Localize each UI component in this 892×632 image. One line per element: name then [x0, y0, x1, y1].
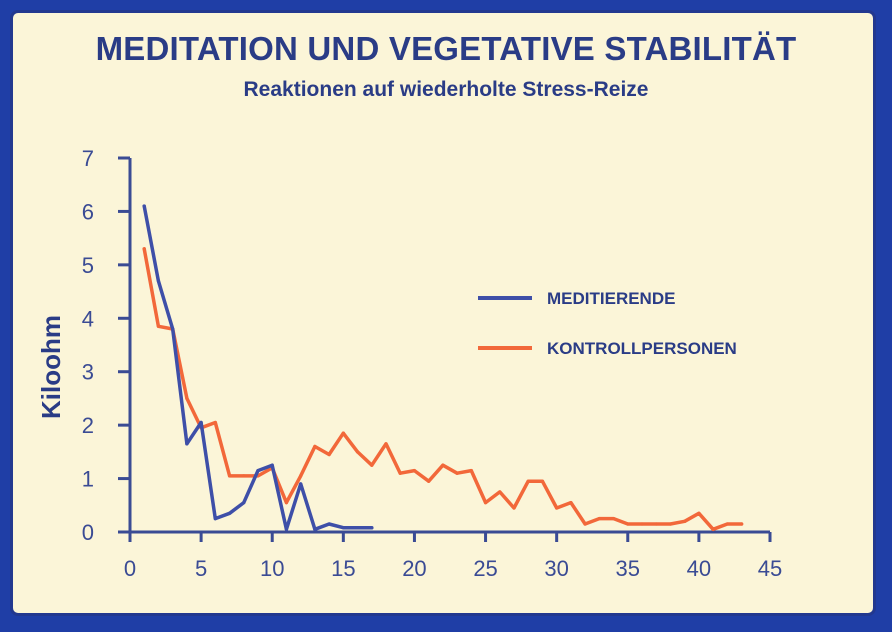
series-group — [142, 204, 744, 532]
data-point-kontrollpersonen — [156, 324, 161, 328]
legend-label-meditierende: MEDITIERENDE — [547, 289, 675, 308]
data-point-kontrollpersonen — [327, 452, 331, 457]
data-point-meditierende — [156, 279, 161, 283]
data-point-kontrollpersonen — [242, 474, 246, 478]
data-point-meditierende — [284, 527, 289, 531]
x-tick-label: 45 — [758, 556, 782, 581]
data-point-kontrollpersonen — [313, 444, 317, 449]
data-point-kontrollpersonen — [185, 396, 189, 401]
data-point-meditierende — [313, 527, 317, 531]
y-tick-label: 2 — [82, 413, 94, 438]
data-point-meditierende — [213, 517, 217, 521]
data-point-meditierende — [355, 526, 360, 530]
data-point-kontrollpersonen — [697, 511, 701, 515]
x-tick-label: 40 — [687, 556, 711, 581]
data-point-kontrollpersonen — [427, 479, 431, 483]
x-tick-label: 10 — [260, 556, 284, 581]
data-point-kontrollpersonen — [227, 474, 232, 478]
data-point-meditierende — [327, 522, 331, 526]
y-axis-label: Kiloohm — [36, 315, 66, 419]
x-tick-label: 15 — [331, 556, 355, 581]
data-point-kontrollpersonen — [299, 474, 303, 478]
data-point-meditierende — [256, 468, 260, 473]
data-point-kontrollpersonen — [441, 463, 445, 467]
y-tick-label: 1 — [82, 467, 94, 492]
data-point-kontrollpersonen — [555, 506, 559, 510]
chart-subtitle: Reaktionen auf wiederholte Stress-Reize — [243, 78, 649, 101]
data-point-kontrollpersonen — [284, 501, 289, 505]
data-point-meditierende — [199, 420, 203, 425]
data-point-kontrollpersonen — [739, 522, 744, 526]
x-tick-label: 35 — [616, 556, 640, 581]
data-point-meditierende — [370, 526, 374, 530]
y-tick-label: 7 — [82, 146, 94, 171]
data-point-kontrollpersonen — [611, 517, 616, 521]
data-point-kontrollpersonen — [526, 479, 530, 483]
data-point-kontrollpersonen — [668, 522, 673, 526]
y-tick-label: 5 — [82, 253, 94, 278]
data-point-kontrollpersonen — [398, 471, 402, 475]
data-point-kontrollpersonen — [597, 517, 601, 521]
data-point-kontrollpersonen — [370, 463, 374, 467]
x-tick-label: 0 — [124, 556, 136, 581]
x-ticks: 0 5 10 15 20 25 30 35 40 45 — [124, 532, 782, 581]
data-point-kontrollpersonen — [213, 420, 217, 425]
y-ticks: 0 1 2 3 4 5 6 7 — [82, 146, 130, 545]
data-point-kontrollpersonen — [540, 479, 545, 483]
data-point-meditierende — [227, 511, 232, 515]
x-tick-label: 5 — [195, 556, 207, 581]
data-point-kontrollpersonen — [498, 490, 502, 494]
x-tick-label: 30 — [544, 556, 568, 581]
data-point-kontrollpersonen — [384, 442, 388, 446]
x-tick-label: 25 — [473, 556, 497, 581]
y-tick-label: 3 — [82, 360, 94, 385]
series-line-meditierende — [142, 204, 374, 532]
chart-title: MEDITATION UND VEGETATIVE STABILITÄT — [95, 30, 797, 67]
data-point-meditierende — [270, 463, 274, 467]
x-tick-label: 20 — [402, 556, 426, 581]
data-point-kontrollpersonen — [569, 501, 573, 505]
data-point-meditierende — [242, 501, 246, 505]
data-point-meditierende — [171, 327, 175, 331]
data-point-meditierende — [299, 482, 303, 486]
y-tick-label: 6 — [82, 199, 94, 224]
y-tick-label: 0 — [82, 520, 94, 545]
data-point-kontrollpersonen — [469, 468, 473, 473]
axes — [128, 158, 770, 534]
legend-label-kontrollpersonen: KONTROLLPERSONEN — [547, 339, 737, 358]
data-point-kontrollpersonen — [640, 522, 644, 526]
data-point-meditierende — [142, 204, 146, 208]
data-point-kontrollpersonen — [583, 522, 587, 526]
data-point-kontrollpersonen — [626, 522, 630, 526]
data-point-kontrollpersonen — [412, 468, 417, 473]
data-point-kontrollpersonen — [483, 501, 488, 505]
data-point-kontrollpersonen — [711, 527, 715, 531]
data-point-meditierende — [185, 442, 189, 446]
data-point-meditierende — [341, 526, 345, 530]
legend: MEDITIERENDE KONTROLLPERSONEN — [478, 289, 737, 358]
data-point-kontrollpersonen — [341, 431, 345, 435]
data-point-kontrollpersonen — [725, 522, 729, 526]
y-tick-label: 4 — [82, 306, 94, 331]
data-point-kontrollpersonen — [683, 519, 687, 523]
data-point-kontrollpersonen — [142, 247, 146, 251]
data-point-kontrollpersonen — [355, 450, 360, 454]
data-point-kontrollpersonen — [455, 471, 459, 475]
data-point-kontrollpersonen — [654, 522, 658, 526]
data-point-kontrollpersonen — [512, 506, 516, 510]
